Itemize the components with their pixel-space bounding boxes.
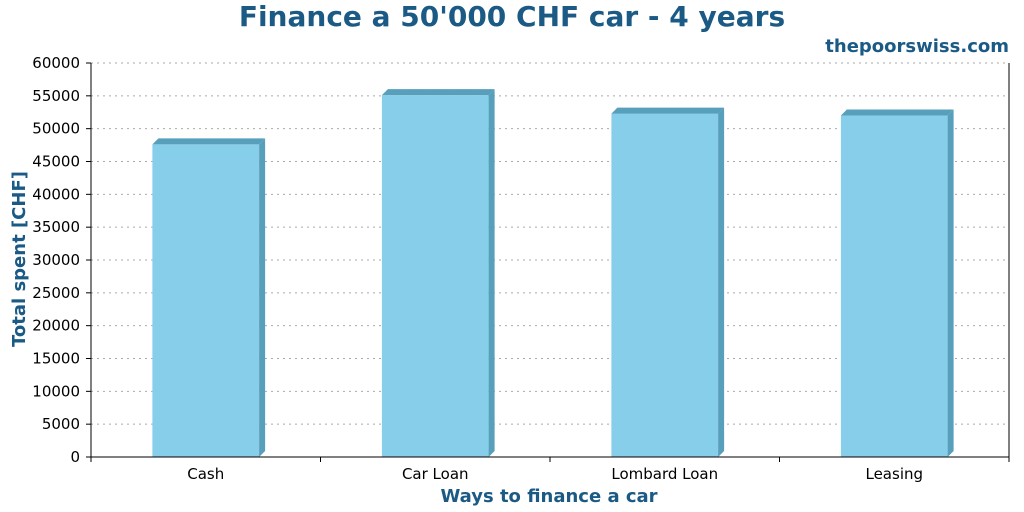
y-tick-label: 0 bbox=[70, 448, 80, 466]
y-tick-label: 15000 bbox=[32, 350, 80, 368]
bar-lombard-loan bbox=[611, 107, 725, 458]
x-tick-label: Car Loan bbox=[402, 465, 469, 483]
axes bbox=[86, 62, 1010, 462]
bar-face bbox=[381, 95, 489, 457]
y-tick-label: 45000 bbox=[32, 153, 80, 171]
bar-top bbox=[152, 138, 266, 145]
bar-face bbox=[611, 113, 719, 458]
x-axis-label: Ways to finance a car bbox=[440, 486, 657, 507]
x-tick-label: Leasing bbox=[865, 465, 923, 483]
bars bbox=[152, 89, 954, 458]
y-tick-label: 10000 bbox=[32, 382, 80, 400]
bar-side bbox=[947, 109, 954, 458]
y-tick-label: 40000 bbox=[32, 185, 80, 203]
bar-face bbox=[840, 115, 948, 458]
y-tick-label: 5000 bbox=[42, 415, 80, 433]
bar-face bbox=[152, 144, 260, 457]
bar-cash bbox=[152, 138, 266, 457]
bar-side bbox=[718, 107, 725, 458]
y-tick-label: 55000 bbox=[32, 87, 80, 105]
bar-top bbox=[381, 89, 495, 96]
y-tick-label: 35000 bbox=[32, 218, 80, 236]
y-tick-label: 20000 bbox=[32, 317, 80, 335]
tick-labels: 0 5000 10000 15000 20000 25000 30000 35000 40000… bbox=[32, 54, 923, 483]
bar-top bbox=[611, 107, 725, 114]
y-tick-label: 30000 bbox=[32, 251, 80, 269]
y-tick-label: 60000 bbox=[32, 54, 80, 72]
x-tick-label: Lombard Loan bbox=[611, 465, 718, 483]
y-tick-label: 25000 bbox=[32, 284, 80, 302]
x-tick-label: Cash bbox=[187, 465, 224, 483]
bar-side bbox=[259, 138, 266, 457]
bar-top bbox=[840, 109, 954, 116]
y-axis-label: Total spent [CHF] bbox=[9, 171, 30, 347]
chart-title: Finance a 50'000 CHF car - 4 years bbox=[239, 0, 785, 33]
y-tick-label: 50000 bbox=[32, 120, 80, 138]
bar-car-loan bbox=[381, 89, 495, 457]
bar-leasing bbox=[840, 109, 954, 458]
brand-label: thepoorswiss.com bbox=[825, 36, 1009, 57]
bar-side bbox=[488, 89, 495, 457]
